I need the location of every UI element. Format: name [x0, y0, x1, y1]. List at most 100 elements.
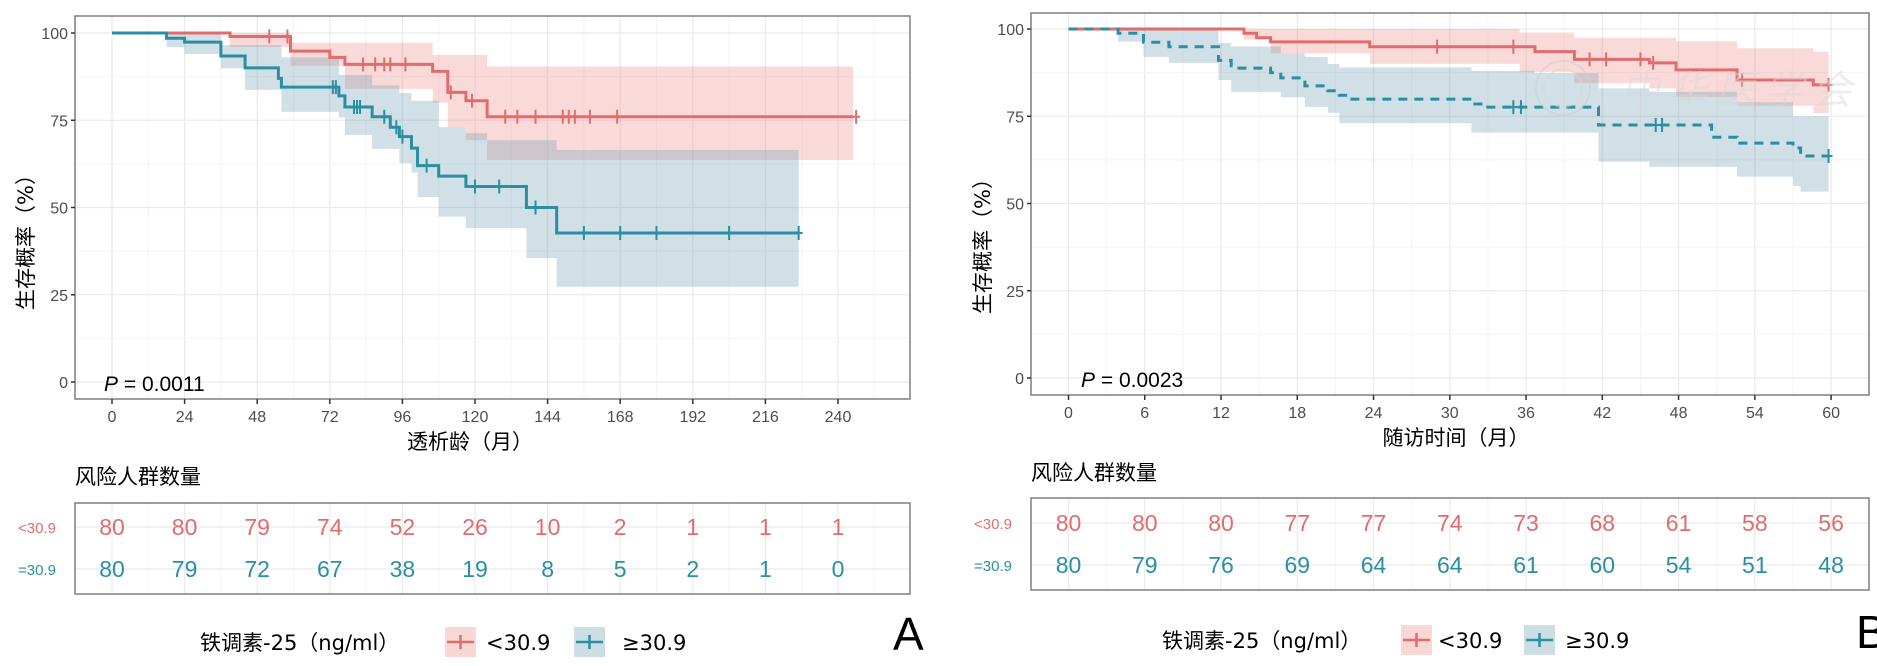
y-tick-label: 75 [1006, 109, 1024, 126]
ci-ribbon-low [1068, 29, 1829, 114]
legend-key-low [445, 627, 476, 657]
x-tick-label: 24 [176, 409, 194, 426]
legend-title: 铁调素-25（ng/ml） [200, 631, 399, 655]
x-tick-label: 6 [1140, 405, 1149, 422]
risk-count: 76 [1208, 552, 1234, 578]
risk-count: 56 [1818, 510, 1844, 536]
risk-count: 79 [244, 514, 270, 540]
censor-mark [616, 225, 625, 240]
censor-mark [398, 129, 407, 144]
ci-ribbon-low [112, 33, 854, 161]
risk-count: 74 [1437, 510, 1463, 536]
censor-mark [794, 225, 803, 240]
x-axis-title: 透析龄（月） [407, 430, 533, 454]
y-tick-label: 50 [1006, 197, 1024, 214]
risk-count: 80 [99, 514, 125, 540]
censor-mark [1636, 52, 1645, 67]
risk-count: 1 [832, 514, 845, 540]
x-axis-title: 随访时间（月） [1383, 426, 1530, 450]
risk-count: 67 [317, 556, 343, 582]
survival-curve-high [112, 31, 799, 235]
risk-count: 52 [390, 514, 416, 540]
risk-count: 80 [1056, 510, 1082, 536]
censor-mark [356, 99, 365, 114]
x-tick-label: 0 [108, 409, 117, 426]
risk-table-border [1030, 497, 1870, 591]
censor-mark [501, 109, 510, 124]
y-axis-title: 生存概率（%） [971, 168, 995, 314]
x-tick-label: 168 [607, 409, 634, 426]
censor-mark [613, 109, 622, 124]
risk-row-label: <30.9 [974, 516, 1012, 533]
legend-label-low: <30.9 [1438, 629, 1502, 653]
censor-mark [495, 179, 504, 194]
km-panel-b: 0 25 50 75 100 0 6 12 18 24 30 36 42 48 54 60 随访时间（月） 生存概… [971, 12, 1877, 658]
x-tick-label: 240 [825, 409, 852, 426]
x-tick-label: 18 [1288, 405, 1306, 422]
censor-mark [283, 29, 292, 44]
risk-count: 26 [462, 514, 488, 540]
censor-mark [1738, 72, 1747, 87]
risk-count: 80 [172, 514, 198, 540]
risk-count: 73 [1513, 510, 1539, 536]
legend-label-low: <30.9 [486, 631, 550, 655]
censor-mark [585, 109, 594, 124]
risk-count: 64 [1361, 552, 1387, 578]
censor-mark [467, 93, 476, 108]
censor-mark [1509, 39, 1518, 54]
risk-count: 80 [99, 556, 125, 582]
risk-count: 51 [1742, 552, 1768, 578]
x-tick-label: 30 [1441, 405, 1459, 422]
risk-count: 2 [614, 514, 627, 540]
ci-ribbon-high [112, 33, 799, 287]
x-tick-label: 0 [1064, 405, 1073, 422]
x-tick-label: 192 [679, 409, 706, 426]
censor-mark [725, 225, 734, 240]
risk-count: 80 [1208, 510, 1234, 536]
risk-count: 48 [1818, 552, 1844, 578]
censor-mark [359, 57, 368, 72]
censor-mark [392, 120, 401, 135]
censor-mark [1602, 52, 1611, 67]
panel-label: A [893, 608, 924, 660]
x-tick-label: 48 [1670, 405, 1688, 422]
legend-key-line [1403, 633, 1430, 647]
risk-count: 8 [541, 556, 554, 582]
legend-key-low [1401, 625, 1432, 655]
censor-mark [531, 200, 540, 215]
risk-count: 68 [1590, 510, 1616, 536]
x-tick-label: 24 [1365, 405, 1383, 422]
risk-count: 0 [832, 556, 845, 582]
risk-count: 1 [759, 556, 772, 582]
risk-table-title: 风险人群数量 [1031, 461, 1157, 485]
risk-count: 64 [1437, 552, 1463, 578]
risk-count: 77 [1284, 510, 1310, 536]
censor-mark [1658, 117, 1667, 132]
censor-mark [265, 29, 274, 44]
legend-label-high: ≥30.9 [1565, 629, 1629, 653]
x-tick-label: 48 [248, 409, 266, 426]
legend-key-high [1524, 625, 1555, 655]
x-tick-label: 96 [394, 409, 412, 426]
risk-count: 74 [317, 514, 343, 540]
y-tick-label: 25 [50, 288, 68, 305]
risk-count: 61 [1666, 510, 1692, 536]
watermark-seal-icon [1535, 60, 1591, 116]
p-value-text: = 0.0011 [118, 373, 205, 396]
legend-key-line [1526, 633, 1553, 647]
legend-key-line [576, 635, 603, 649]
y-tick-label: 100 [997, 22, 1024, 39]
censor-mark [446, 85, 455, 100]
censor-mark [570, 109, 579, 124]
risk-count: 10 [535, 514, 561, 540]
legend-key-line [447, 635, 474, 649]
risk-count: 60 [1590, 552, 1616, 578]
risk-table-title: 风险人群数量 [75, 465, 201, 489]
y-tick-label: 100 [41, 26, 68, 43]
p-value-text: = 0.0023 [1095, 369, 1183, 392]
risk-row-label: =30.9 [18, 562, 56, 579]
censor-mark [471, 179, 479, 194]
x-tick-label: 144 [534, 409, 561, 426]
legend-title: 铁调素-25（ng/ml） [1162, 629, 1361, 653]
